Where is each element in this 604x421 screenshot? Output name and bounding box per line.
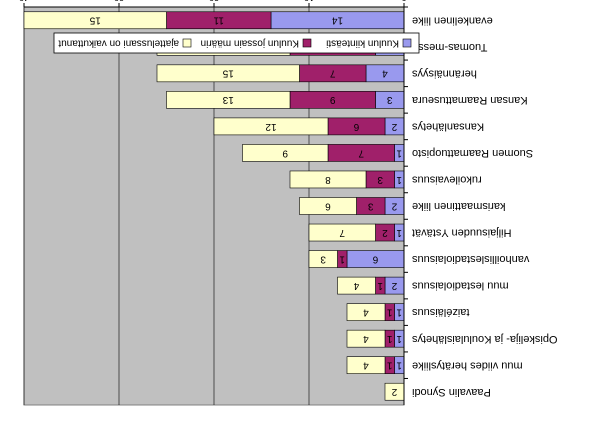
bar-segment <box>242 144 329 162</box>
bar-value-label: 4 <box>353 280 359 291</box>
bar-value-label: 11 <box>213 15 224 26</box>
category-label: Opiskelija- ja Koululaislähetys <box>412 333 558 345</box>
category-label: herännäisyys <box>412 67 477 79</box>
bar-value-label: 14 <box>332 15 344 26</box>
bar-segment <box>346 329 386 348</box>
x-tick-label: 20 <box>209 0 219 3</box>
bar-value-label: 1 <box>396 333 402 344</box>
category-label: Paavalin Synodi <box>412 386 491 398</box>
bar-value-label: 3 <box>368 200 374 211</box>
bar-value-label: 4 <box>363 306 369 317</box>
category-labels: evankelinen liike Tuomas-messu herännäisyy… <box>411 14 557 397</box>
bar-segment <box>299 197 357 215</box>
bar-value-label: 1 <box>396 360 402 371</box>
bar-value-label: 1 <box>396 227 402 238</box>
bar-value-label: 8 <box>325 174 331 185</box>
bar-value-label: 1 <box>339 253 345 264</box>
bar-value-label: 7 <box>358 147 364 158</box>
bar-value-label: 2 <box>391 121 397 132</box>
category-label: Tuomas-messu <box>412 41 487 53</box>
x-tick-label: 30 <box>114 0 124 3</box>
bar-value-label: 7 <box>339 227 345 238</box>
legend-swatch <box>302 38 312 48</box>
bar-value-label: 13 <box>222 94 234 105</box>
bar-segment <box>213 117 329 136</box>
bar-segment <box>23 11 167 30</box>
bar-value-label: 2 <box>382 227 388 238</box>
category-label: muu viides herätysliike <box>412 359 523 371</box>
bar-value-label: 4 <box>363 333 369 344</box>
bar-value-label: 3 <box>387 94 393 105</box>
bar-segment <box>289 170 367 189</box>
bar-value-label: 6 <box>325 200 331 211</box>
bar-segment <box>346 303 386 321</box>
legend-swatch <box>182 38 192 48</box>
category-label: Kansan Raamattuseura <box>411 94 527 106</box>
category-label: karismaattinen liike <box>412 200 506 212</box>
bar-segment <box>308 250 338 268</box>
bar-value-label: 3 <box>377 174 383 185</box>
bar-value-label: 12 <box>265 121 277 132</box>
bar-value-label: 7 <box>330 68 336 79</box>
bar-value-label: 3 <box>320 253 326 264</box>
legend-swatch <box>402 38 412 48</box>
bar-value-label: 6 <box>353 121 359 132</box>
bar-segment <box>156 64 300 83</box>
bar-value-label: 4 <box>382 68 388 79</box>
bar-value-label: 1 <box>396 147 402 158</box>
x-tick-label: 0 <box>401 0 406 3</box>
category-label: Suomen Raamattuopisto <box>412 147 533 159</box>
bar-value-label: 1 <box>396 174 402 185</box>
bar-value-label: 15 <box>89 15 101 26</box>
legend-label: ajattelussani on vaikuttanut <box>58 37 179 48</box>
bar-value-label: 9 <box>330 94 336 105</box>
x-tick-label: 10 <box>304 0 314 3</box>
bar-segment <box>166 91 291 109</box>
bar-value-label: 15 <box>222 68 234 79</box>
category-label: taizéläisuus <box>412 306 470 318</box>
bar-segment <box>308 223 376 242</box>
legend: Kuulun kiinteästi Kuulun jossain määrin aj… <box>53 32 420 54</box>
category-label: muu lestadiolaisuus <box>412 280 509 292</box>
tick-labels: 0 10 20 30 40 <box>19 0 407 7</box>
bar-value-label: 2 <box>391 200 397 211</box>
category-label: rukoilevaisuus <box>412 174 482 186</box>
bar-value-label: 6 <box>372 253 378 264</box>
bar-segment <box>337 276 376 295</box>
category-label: Kansanlähetys <box>412 120 485 132</box>
x-tick-label: 40 <box>19 0 29 3</box>
bar-value-label: 2 <box>391 280 397 291</box>
category-label: Hiljaisuuden Ystävät <box>412 227 511 239</box>
bar-value-label: 2 <box>391 386 397 397</box>
legend-label: Kuulun kiinteästi <box>326 37 399 48</box>
bar-value-label: 1 <box>387 333 393 344</box>
category-label: evankelinen liike <box>412 14 493 26</box>
bar-segment <box>346 356 386 375</box>
bar-value-label: 4 <box>363 360 369 371</box>
bar-value-label: 1 <box>377 280 383 291</box>
bar-value-label: 1 <box>396 306 402 317</box>
bar-value-label: 9 <box>282 147 288 158</box>
bar-value-label: 1 <box>387 306 393 317</box>
legend-box <box>53 32 420 54</box>
bar-value-label: 1 <box>387 360 393 371</box>
category-label: vanhoillislestadiolaisuus <box>412 253 530 265</box>
legend-label: Kuulun jossain määrin <box>201 37 299 48</box>
